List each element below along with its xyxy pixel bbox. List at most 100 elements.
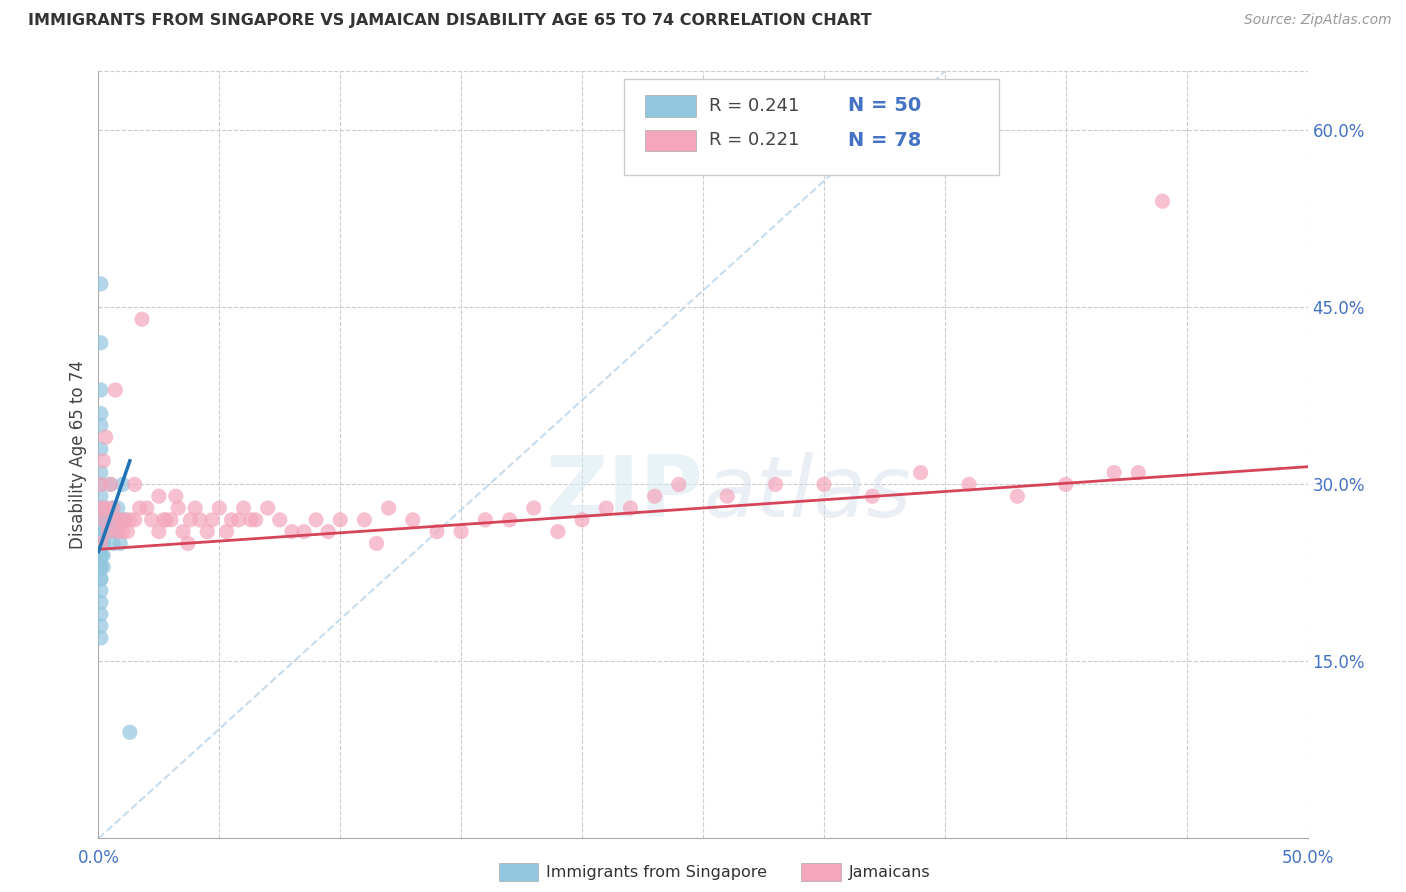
Point [90, 335, 112, 350]
Point [165, 489, 187, 503]
Point [90, 572, 112, 586]
Point [716, 489, 738, 503]
Point [269, 513, 291, 527]
Point [1007, 489, 1029, 503]
Point [90, 477, 112, 491]
Point [90, 383, 112, 397]
Text: Jamaicans: Jamaicans [849, 865, 931, 880]
Point [195, 524, 218, 539]
Point [111, 524, 134, 539]
FancyBboxPatch shape [624, 79, 1000, 175]
Point [104, 513, 127, 527]
Point [90, 607, 112, 622]
Point [167, 501, 190, 516]
Point [108, 536, 131, 550]
Point [114, 513, 136, 527]
Point [91, 536, 114, 550]
Point [256, 501, 278, 516]
Point [90, 548, 112, 562]
Point [91, 454, 114, 468]
Point [179, 513, 201, 527]
Point [91, 548, 114, 562]
Point [232, 501, 254, 516]
Point [90, 442, 112, 456]
Text: N = 50: N = 50 [848, 96, 921, 115]
Point [135, 501, 157, 516]
Point [90, 536, 112, 550]
Point [124, 477, 146, 491]
Point [668, 477, 690, 491]
Point [90, 477, 112, 491]
Point [100, 477, 122, 491]
Point [141, 513, 163, 527]
Point [90, 536, 112, 550]
Point [118, 725, 141, 739]
Point [450, 524, 472, 539]
Point [90, 513, 112, 527]
Point [117, 524, 139, 539]
Point [316, 524, 339, 539]
Point [1128, 466, 1150, 480]
Point [94, 501, 117, 516]
Point [215, 524, 238, 539]
Point [305, 513, 328, 527]
Point [90, 560, 112, 574]
Point [124, 513, 146, 527]
Point [148, 524, 170, 539]
Point [860, 489, 883, 503]
Point [91, 536, 114, 550]
Point [101, 501, 124, 516]
Point [90, 489, 112, 503]
Point [402, 513, 425, 527]
Point [813, 477, 835, 491]
Point [498, 513, 520, 527]
Point [107, 501, 129, 516]
Point [188, 513, 211, 527]
Point [148, 489, 170, 503]
Point [91, 560, 114, 574]
Point [228, 513, 250, 527]
Point [329, 513, 352, 527]
Point [108, 513, 131, 527]
Point [644, 489, 666, 503]
Text: N = 78: N = 78 [848, 131, 921, 150]
FancyBboxPatch shape [645, 95, 696, 117]
Point [239, 513, 262, 527]
Point [90, 560, 112, 574]
Point [128, 501, 150, 516]
Point [152, 513, 174, 527]
Point [1102, 466, 1125, 480]
Point [90, 501, 112, 516]
Text: Source: ZipAtlas.com: Source: ZipAtlas.com [1244, 13, 1392, 28]
Point [619, 501, 641, 516]
Point [426, 524, 449, 539]
Point [104, 513, 127, 527]
Point [221, 513, 243, 527]
Point [571, 513, 593, 527]
Point [101, 536, 124, 550]
Point [172, 524, 194, 539]
Text: R = 0.221: R = 0.221 [709, 131, 800, 149]
Point [91, 524, 114, 539]
Point [547, 524, 569, 539]
Point [118, 513, 141, 527]
Text: ZIP: ZIP [546, 451, 703, 535]
Point [155, 513, 177, 527]
Point [245, 513, 267, 527]
Point [90, 466, 112, 480]
Point [90, 536, 112, 550]
Y-axis label: Disability Age 65 to 74: Disability Age 65 to 74 [69, 360, 87, 549]
Point [160, 513, 183, 527]
Text: R = 0.241: R = 0.241 [709, 97, 800, 115]
Point [90, 418, 112, 433]
Point [94, 501, 117, 516]
Point [90, 407, 112, 421]
Text: IMMIGRANTS FROM SINGAPORE VS JAMAICAN DISABILITY AGE 65 TO 74 CORRELATION CHART: IMMIGRANTS FROM SINGAPORE VS JAMAICAN DI… [28, 13, 872, 29]
Point [100, 477, 122, 491]
Point [957, 477, 980, 491]
Point [90, 583, 112, 598]
Point [90, 631, 112, 645]
Point [1152, 194, 1174, 209]
Point [353, 513, 375, 527]
Point [90, 548, 112, 562]
